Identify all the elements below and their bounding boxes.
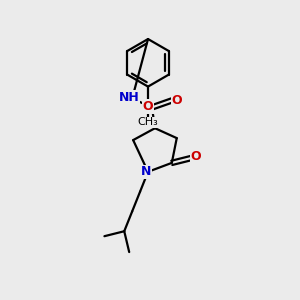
Text: NH: NH bbox=[119, 91, 140, 104]
Text: O: O bbox=[190, 150, 201, 164]
Text: N: N bbox=[141, 165, 151, 178]
Text: O: O bbox=[143, 100, 153, 113]
Text: CH₃: CH₃ bbox=[138, 117, 158, 127]
Text: O: O bbox=[171, 94, 182, 107]
